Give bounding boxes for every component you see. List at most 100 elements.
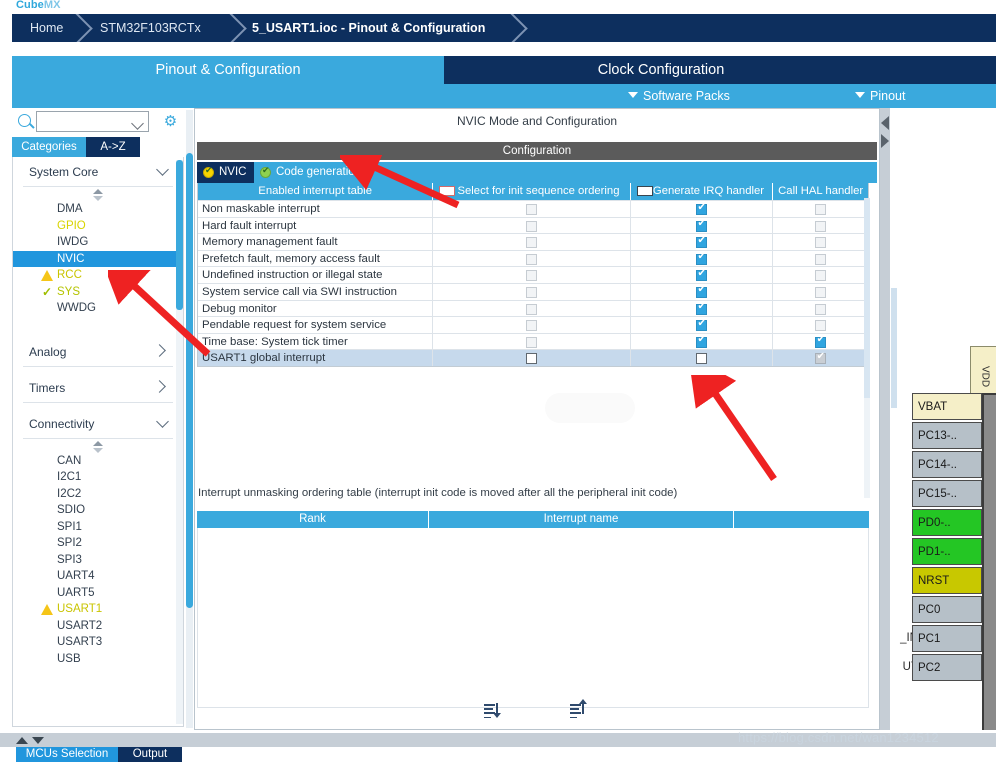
cell-select-init[interactable] bbox=[433, 234, 631, 250]
pin-row[interactable]: PC1 bbox=[912, 625, 982, 652]
cell-select-init[interactable] bbox=[433, 201, 631, 217]
checkbox-call-hal[interactable] bbox=[815, 303, 827, 315]
tab-output[interactable]: Output bbox=[118, 747, 182, 762]
collapse-right-icon[interactable] bbox=[881, 134, 889, 148]
cell-select-init[interactable] bbox=[433, 300, 631, 317]
cell-select-init[interactable] bbox=[433, 217, 631, 234]
cell-generate-irq[interactable] bbox=[631, 333, 774, 350]
checkbox-call-hal[interactable] bbox=[815, 351, 827, 365]
sidebar-item-iwdg[interactable]: IWDG bbox=[13, 234, 183, 251]
checkbox-call-hal[interactable] bbox=[815, 286, 827, 298]
pin-row[interactable]: NRST bbox=[912, 567, 982, 594]
checkbox-call-hal[interactable] bbox=[815, 204, 827, 215]
sidebar-item-spi2[interactable]: SPI2 bbox=[13, 535, 183, 552]
column-header-generate-irq[interactable]: Generate IRQ handler bbox=[631, 183, 774, 200]
right-splitter[interactable] bbox=[880, 108, 890, 730]
tab-categories[interactable]: Categories bbox=[12, 137, 86, 157]
cell-generate-irq[interactable] bbox=[631, 350, 774, 366]
cell-select-init[interactable] bbox=[433, 317, 631, 333]
tab-a-to-z[interactable]: A->Z bbox=[86, 137, 140, 157]
table-scrollbar-thumb[interactable] bbox=[864, 198, 870, 398]
bottom-splitter[interactable] bbox=[0, 733, 996, 747]
checkbox-select-init[interactable] bbox=[526, 204, 538, 215]
collapse-left-icon[interactable] bbox=[881, 116, 889, 130]
checkbox-generate-irq[interactable] bbox=[696, 284, 707, 298]
tree-group-analog[interactable]: Analog bbox=[23, 337, 173, 367]
checkbox-generate-irq[interactable] bbox=[696, 301, 707, 315]
column-header-blank[interactable] bbox=[734, 511, 869, 528]
cell-call-hal[interactable] bbox=[773, 317, 868, 333]
cell-call-hal[interactable] bbox=[773, 267, 868, 283]
checkbox-call-hal[interactable] bbox=[815, 334, 827, 348]
sort-ascending-icon[interactable] bbox=[567, 699, 593, 721]
expand-up-icon[interactable] bbox=[16, 737, 28, 744]
tab-extra[interactable] bbox=[878, 56, 996, 84]
cell-generate-irq[interactable] bbox=[631, 234, 774, 250]
cell-generate-irq[interactable] bbox=[631, 300, 774, 317]
table-row[interactable]: System service call via SWI instruction bbox=[198, 282, 868, 300]
collapse-down-icon[interactable] bbox=[32, 737, 44, 744]
checkbox-generate-irq[interactable] bbox=[696, 251, 707, 265]
breadcrumb-item-current[interactable]: 5_USART1.ioc - Pinout & Configuration bbox=[252, 21, 486, 35]
column-header-interrupt-name[interactable]: Interrupt name bbox=[429, 511, 734, 528]
pin-row[interactable]: PC15-.. bbox=[912, 480, 982, 507]
pin-row[interactable]: PC2 bbox=[912, 654, 982, 681]
tab-pinout-configuration[interactable]: Pinout & Configuration bbox=[12, 56, 444, 84]
tab-clock-configuration[interactable]: Clock Configuration bbox=[444, 56, 878, 84]
tab-nvic[interactable]: NVIC bbox=[197, 162, 257, 183]
menu-pinout[interactable]: Pinout bbox=[855, 84, 905, 108]
checkbox-generate-irq[interactable] bbox=[696, 318, 707, 332]
tree-scrollbar[interactable] bbox=[176, 160, 183, 724]
sidebar-item-usart3[interactable]: USART3 bbox=[13, 634, 183, 651]
table-row[interactable]: Debug monitor bbox=[198, 299, 868, 317]
checkbox-select-init[interactable] bbox=[526, 270, 538, 282]
checkbox-generate-irq[interactable] bbox=[696, 218, 707, 232]
cell-select-init[interactable] bbox=[433, 267, 631, 283]
sidebar-item-sys[interactable]: ✓ SYS bbox=[13, 284, 183, 301]
checkbox-select-init[interactable] bbox=[526, 353, 538, 365]
cell-call-hal[interactable] bbox=[773, 234, 868, 250]
cell-select-init[interactable] bbox=[433, 250, 631, 267]
checkbox-generate-irq[interactable] bbox=[696, 235, 707, 249]
cell-generate-irq[interactable] bbox=[631, 267, 774, 283]
cell-generate-irq[interactable] bbox=[631, 250, 774, 267]
menu-software-packs[interactable]: Software Packs bbox=[628, 84, 730, 108]
table-row[interactable]: Hard fault interrupt bbox=[198, 216, 868, 234]
breadcrumb-item-home[interactable]: Home bbox=[30, 21, 64, 35]
checkbox-select-init[interactable] bbox=[526, 303, 538, 315]
sidebar-item-uart5[interactable]: UART5 bbox=[13, 585, 183, 602]
tree-scrollbar-thumb[interactable] bbox=[176, 160, 183, 310]
chip-pinout-view[interactable]: VDD _IN UT VBAT PC13-.. PC14-.. PC15-.. … bbox=[890, 108, 996, 730]
table-row[interactable]: Non maskable interrupt bbox=[198, 200, 868, 217]
sidebar-item-nvic[interactable]: NVIC bbox=[13, 250, 183, 267]
pin-row[interactable]: PD1-.. bbox=[912, 538, 982, 565]
checkbox-select-init[interactable] bbox=[526, 237, 538, 249]
cell-call-hal[interactable] bbox=[773, 350, 868, 366]
cell-generate-irq[interactable] bbox=[631, 317, 774, 333]
cell-call-hal[interactable] bbox=[773, 218, 868, 234]
table-row[interactable]: Undefined instruction or illegal state bbox=[198, 266, 868, 283]
search-combo[interactable] bbox=[36, 111, 149, 132]
gear-icon[interactable]: ⚙ bbox=[163, 113, 178, 130]
sidebar-item-i2c1[interactable]: I2C1 bbox=[13, 469, 183, 486]
checkbox-select-init[interactable] bbox=[526, 336, 538, 348]
sidebar-item-spi1[interactable]: SPI1 bbox=[13, 519, 183, 536]
sidebar-item-usart1[interactable]: USART1 bbox=[13, 601, 183, 618]
sidebar-item-wwdg[interactable]: WWDG bbox=[13, 300, 183, 317]
cell-call-hal[interactable] bbox=[773, 201, 868, 217]
column-header-interrupt[interactable]: Enabled interrupt table bbox=[198, 183, 434, 200]
table-row[interactable]: Memory management fault bbox=[198, 233, 868, 250]
cell-call-hal[interactable] bbox=[773, 284, 868, 300]
cell-generate-irq[interactable] bbox=[631, 201, 774, 217]
checkbox-select-init[interactable] bbox=[526, 253, 538, 265]
pin-row[interactable]: VBAT bbox=[912, 393, 982, 420]
checkbox-call-hal[interactable] bbox=[815, 220, 827, 232]
chipview-scrollbar[interactable] bbox=[890, 108, 898, 730]
cell-call-hal[interactable] bbox=[773, 251, 868, 267]
tree-group-timers[interactable]: Timers bbox=[23, 373, 173, 403]
tree-spinner-system-core[interactable] bbox=[13, 187, 183, 201]
pin-row[interactable]: PC0 bbox=[912, 596, 982, 623]
pin-row[interactable]: PC13-.. bbox=[912, 422, 982, 449]
left-splitter[interactable] bbox=[184, 108, 194, 730]
cell-call-hal[interactable] bbox=[773, 334, 868, 350]
